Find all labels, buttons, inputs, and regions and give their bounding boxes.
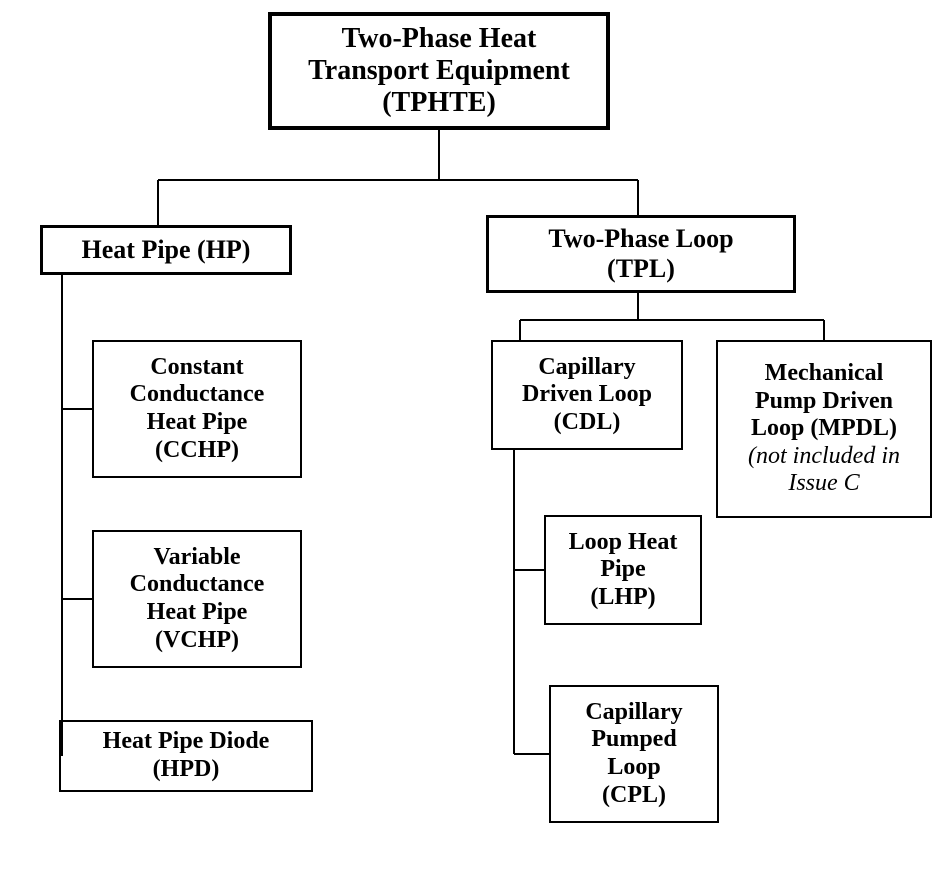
- vchp-node-line: Variable: [153, 544, 240, 570]
- hpd-node-line: Heat Pipe Diode: [103, 728, 270, 754]
- vchp-node: VariableConductanceHeat Pipe(VCHP): [92, 530, 302, 668]
- hpd-node-line: (HPD): [153, 756, 220, 782]
- hpd-node-label: Heat Pipe Diode(HPD): [69, 728, 303, 783]
- root-node-line: (TPHTE): [382, 87, 496, 118]
- root-node-line: Two-Phase Heat: [342, 23, 537, 54]
- cchp-node-label: ConstantConductanceHeat Pipe(CCHP): [102, 354, 292, 464]
- vchp-node-label: VariableConductanceHeat Pipe(VCHP): [102, 544, 292, 654]
- cchp-node-line: Heat Pipe: [147, 409, 248, 435]
- cpl-node-line: (CPL): [602, 782, 666, 808]
- cchp-node-line: Constant: [150, 354, 243, 380]
- root-node: Two-Phase HeatTransport Equipment(TPHTE): [268, 12, 610, 130]
- mpdl-node-line: Pump Driven: [755, 388, 893, 414]
- two-phase-loop-node-line: (TPL): [607, 254, 675, 283]
- heat-pipe-node-label: Heat Pipe (HP): [51, 235, 281, 265]
- cpl-node: CapillaryPumpedLoop(CPL): [549, 685, 719, 823]
- cdl-node-label: CapillaryDriven Loop(CDL): [501, 354, 673, 437]
- diagram-canvas: Two-Phase HeatTransport Equipment(TPHTE)…: [0, 0, 943, 881]
- cdl-node-line: Capillary: [538, 354, 635, 380]
- cpl-node-line: Capillary: [585, 699, 682, 725]
- mpdl-node-line: Mechanical: [765, 360, 884, 386]
- two-phase-loop-node-label: Two-Phase Loop(TPL): [497, 224, 785, 284]
- vchp-node-line: Conductance: [130, 571, 265, 597]
- cdl-node-line: (CDL): [554, 409, 621, 435]
- two-phase-loop-node: Two-Phase Loop(TPL): [486, 215, 796, 293]
- lhp-node-line: Loop Heat: [569, 529, 678, 555]
- cpl-node-label: CapillaryPumpedLoop(CPL): [559, 699, 709, 809]
- cchp-node-line: (CCHP): [155, 437, 239, 463]
- cpl-node-line: Loop: [607, 754, 660, 780]
- cchp-node-line: Conductance: [130, 381, 265, 407]
- mpdl-node-label: MechanicalPump DrivenLoop (MPDL)(not inc…: [726, 360, 922, 498]
- root-node-label: Two-Phase HeatTransport Equipment(TPHTE): [280, 23, 598, 120]
- mpdl-node-line: Issue C: [788, 470, 859, 496]
- two-phase-loop-node-line: Two-Phase Loop: [548, 224, 733, 253]
- mpdl-node-line: (not included in: [748, 443, 900, 469]
- cdl-node: CapillaryDriven Loop(CDL): [491, 340, 683, 450]
- lhp-node-line: (LHP): [590, 584, 655, 610]
- cdl-node-line: Driven Loop: [522, 381, 652, 407]
- heat-pipe-node-line: Heat Pipe (HP): [82, 235, 251, 264]
- lhp-node-label: Loop HeatPipe(LHP): [554, 529, 692, 612]
- hpd-node: Heat Pipe Diode(HPD): [59, 720, 313, 792]
- mpdl-node-line: Loop (MPDL): [751, 415, 897, 441]
- lhp-node-line: Pipe: [600, 556, 645, 582]
- mpdl-node: MechanicalPump DrivenLoop (MPDL)(not inc…: [716, 340, 932, 518]
- cpl-node-line: Pumped: [591, 726, 676, 752]
- cchp-node: ConstantConductanceHeat Pipe(CCHP): [92, 340, 302, 478]
- root-node-line: Transport Equipment: [308, 55, 570, 86]
- vchp-node-line: Heat Pipe: [147, 599, 248, 625]
- heat-pipe-node: Heat Pipe (HP): [40, 225, 292, 275]
- lhp-node: Loop HeatPipe(LHP): [544, 515, 702, 625]
- vchp-node-line: (VCHP): [155, 627, 239, 653]
